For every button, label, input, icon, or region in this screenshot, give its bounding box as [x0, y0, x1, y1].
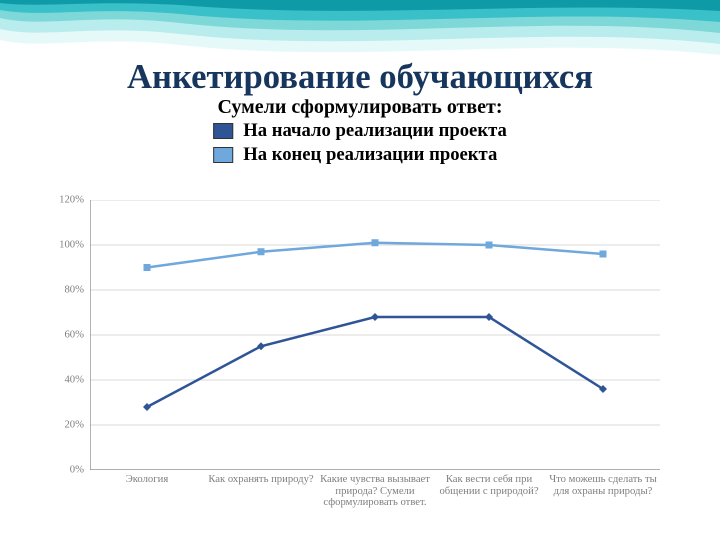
page-title: Анкетирование обучающихся	[0, 58, 720, 97]
series-marker-end	[258, 248, 265, 255]
series-marker-end	[372, 239, 379, 246]
x-tick-label: Экология	[92, 470, 202, 486]
y-tick-label: 0%	[70, 465, 90, 476]
legend-swatch	[213, 123, 233, 139]
survey-line-chart: 0%20%40%60%80%100%120%ЭкологияКак охраня…	[90, 200, 660, 470]
x-tick-label: Как вести себя при общении с природой?	[434, 470, 544, 497]
legend-item: На конец реализации проекта	[213, 144, 507, 166]
series-marker-end	[600, 251, 607, 258]
legend: На начало реализации проекта На конец ре…	[213, 118, 507, 168]
x-tick-label: Что можешь сделать ты для охраны природы…	[548, 470, 658, 497]
y-tick-label: 80%	[64, 285, 90, 296]
chart-plot	[90, 200, 660, 470]
series-marker-start	[371, 313, 379, 321]
y-tick-label: 120%	[59, 195, 90, 206]
y-tick-label: 60%	[64, 330, 90, 341]
legend-item: На начало реализации проекта	[213, 120, 507, 142]
series-marker-end	[486, 242, 493, 249]
x-tick-label: Какие чувства вызывает природа? Сумели с…	[320, 470, 430, 509]
series-line-end	[147, 243, 603, 268]
y-tick-label: 100%	[59, 240, 90, 251]
series-line-start	[147, 317, 603, 407]
series-marker-end	[144, 264, 151, 271]
y-tick-label: 20%	[64, 420, 90, 431]
legend-label: На начало реализации проекта	[243, 120, 507, 142]
legend-label: На конец реализации проекта	[243, 144, 497, 166]
x-tick-label: Как охранять природу?	[206, 470, 316, 486]
y-tick-label: 40%	[64, 375, 90, 386]
subtitle: Сумели сформулировать ответ:	[0, 96, 720, 119]
header-wave	[0, 0, 720, 60]
legend-swatch	[213, 147, 233, 163]
